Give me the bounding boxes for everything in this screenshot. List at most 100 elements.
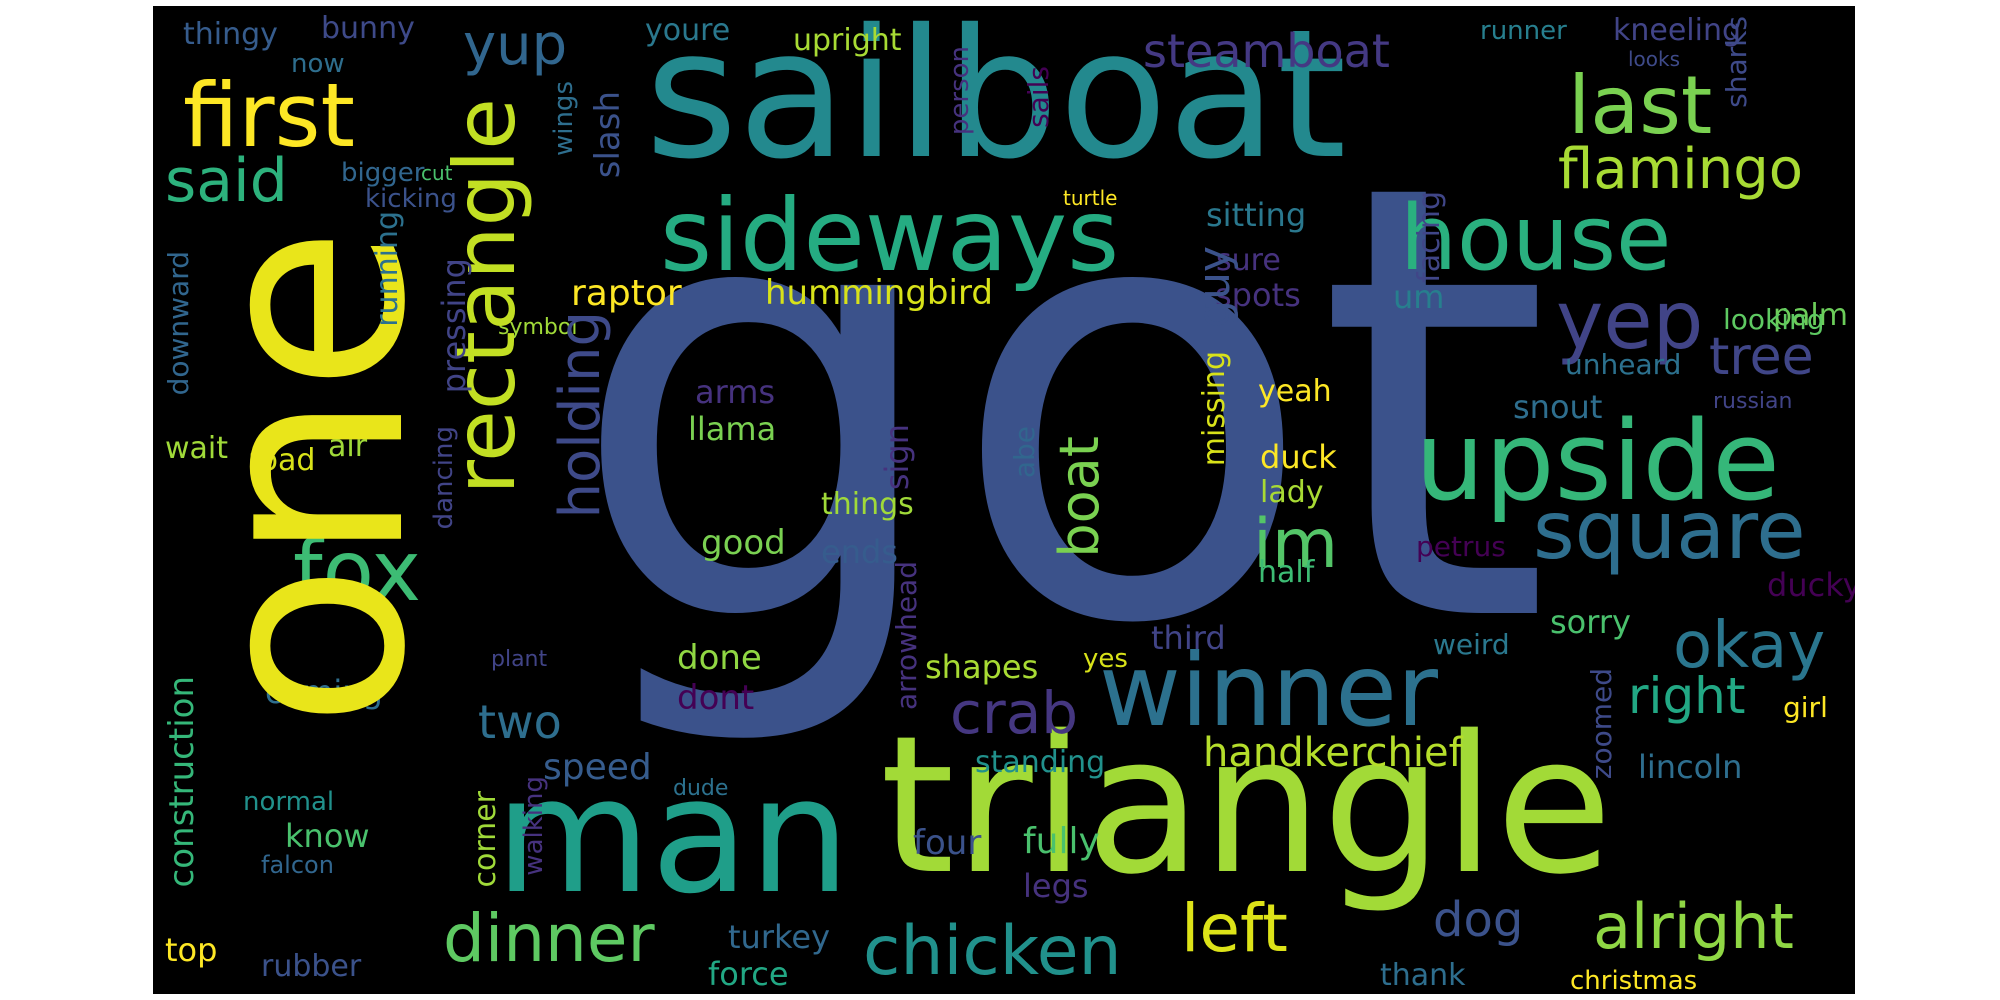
word-wait: wait (165, 431, 229, 466)
word-yup: yup (463, 13, 568, 78)
word-man: man (495, 742, 851, 929)
word-top: top (165, 931, 218, 969)
word-guy: guy (1189, 246, 1240, 328)
word-spots: spots (1215, 276, 1301, 314)
word-looking: looking (1723, 303, 1825, 336)
word-turkey: turkey (728, 918, 830, 956)
word-um: um (1393, 278, 1445, 316)
word-im: im (1253, 505, 1339, 584)
word-russian: russian (1713, 389, 1793, 414)
word-cut: kicking (365, 184, 457, 214)
word-dude: dude (673, 776, 729, 801)
word-abe: abe (1008, 426, 1041, 479)
word-hummingbird: hummingbird (765, 273, 993, 313)
word-sideways: sideways (660, 177, 1120, 294)
word-yeah: yeah (1258, 374, 1332, 409)
word-person: sails (1022, 66, 1055, 128)
word-thank: thank (1380, 958, 1466, 993)
word-falcon: falcon (261, 851, 334, 879)
word-holding: holding (548, 311, 613, 519)
word-missing: missing (1197, 351, 1232, 467)
word-thingy: bunny (321, 11, 415, 46)
word-half: half (1258, 555, 1315, 590)
word-fully: fully (1023, 821, 1100, 862)
word-sailboat: sailboat (645, 6, 1347, 198)
word-upright: person (945, 46, 975, 136)
word-steamboat: steamboat (1143, 24, 1390, 78)
word-corner: corner (468, 791, 503, 888)
word-crab: crab (950, 679, 1079, 747)
word-legs: legs (1023, 867, 1089, 905)
word-flamingo: flamingo (1558, 137, 1803, 202)
word-bunny: now (291, 49, 345, 79)
word-zoomed: zoomed (1585, 668, 1618, 780)
word-boat: boat (1048, 436, 1111, 558)
word-pressing: pressing (435, 258, 473, 394)
word-good: good (701, 523, 786, 563)
word-symbol: thingy (183, 17, 278, 52)
word-said: said (165, 146, 288, 216)
word-know: know (285, 817, 370, 855)
word-arrowhead: arrowhead (890, 561, 923, 711)
word-facing: facing (1412, 191, 1447, 283)
word-speed: speed (543, 747, 652, 788)
word-wings: youre (645, 13, 731, 48)
word-palm: palm (1773, 298, 1848, 333)
word-lincoln: lincoln (1638, 748, 1743, 786)
word-girl: girl (1783, 691, 1828, 724)
word-first: first (183, 64, 355, 167)
word-sails: turtle (1063, 186, 1118, 210)
word-alright: alright (1593, 890, 1794, 963)
word-three: symbol (498, 315, 578, 340)
word-third: third (1151, 619, 1226, 657)
word-chicken: chicken (863, 912, 1122, 991)
word-kicking: wings (549, 81, 579, 157)
word-ducky: ducky (1767, 566, 1855, 604)
word-upside: upside (1415, 397, 1780, 525)
word-running: running (370, 211, 405, 327)
word-road: road (248, 443, 316, 478)
word-christmas: christmas (1570, 966, 1698, 994)
word-weird: weird (1433, 628, 1510, 661)
word-construction: construction (162, 676, 202, 888)
word-coming: coming (265, 673, 383, 711)
word-last: last (1568, 59, 1713, 152)
word-triangle: triangle (880, 695, 1613, 916)
word-duck: duck (1260, 438, 1337, 476)
word-walking: walking (519, 776, 549, 876)
word-arms: arms (695, 373, 776, 411)
word-right: right (1628, 667, 1746, 725)
word-dont: dont (677, 678, 755, 718)
word-air: air (328, 429, 368, 464)
word-shapes: shapes (925, 648, 1039, 686)
word-snout: snout (1513, 388, 1603, 426)
word-dog: dog (1433, 892, 1524, 948)
word-two: two (478, 695, 562, 749)
word-youre: upright (793, 23, 902, 58)
word-things: things (821, 487, 914, 522)
word-done: done (677, 638, 762, 678)
word-rubber: rubber (261, 949, 362, 984)
word-normal: normal (243, 787, 335, 817)
word-runner: kneeling (1613, 13, 1742, 48)
word-kneeling: looks (1628, 47, 1681, 71)
word-slash: slash (588, 91, 628, 179)
word-yes: yes (1083, 644, 1128, 674)
word-four: four (913, 823, 982, 863)
word-llama: llama (688, 410, 777, 448)
word-plant: plant (491, 647, 548, 672)
word-turtle: runner (1480, 16, 1567, 46)
word-bigger: cut (421, 161, 453, 185)
word-left: left (1181, 890, 1288, 967)
word-fox: fox (293, 522, 422, 620)
word-raptor: raptor (571, 273, 682, 314)
word-sure: sure (1216, 243, 1281, 278)
word-downward: downward (162, 251, 195, 396)
word-house: house (1400, 186, 1672, 291)
word-lady: lady (1260, 475, 1324, 510)
word-sign: sign (878, 424, 916, 491)
word-now: bigger (341, 158, 425, 188)
word-square: square (1533, 484, 1806, 577)
word-dancing: dancing (429, 426, 459, 530)
word-ends: ends (821, 533, 898, 571)
